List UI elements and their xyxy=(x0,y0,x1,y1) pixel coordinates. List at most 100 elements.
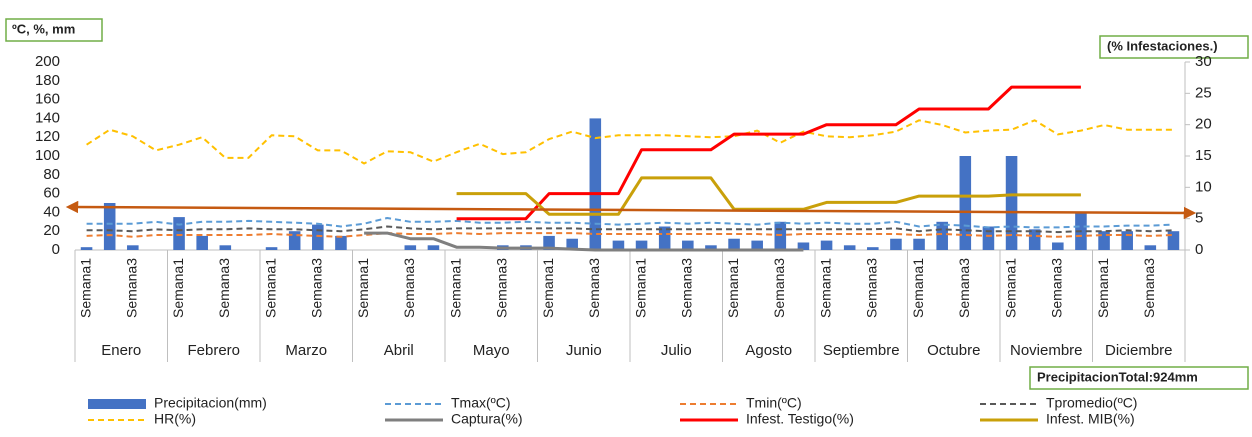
x-tick-label: Semana1 xyxy=(77,258,93,318)
line xyxy=(86,225,1174,234)
legend-label: Tpromedio(ºC) xyxy=(1046,395,1137,411)
group-label: Noviembre xyxy=(1010,342,1083,359)
legend-label: Infest. MIB(%) xyxy=(1046,411,1135,427)
bar xyxy=(936,221,948,250)
bar xyxy=(1052,242,1064,250)
x-tick-label: Semana1 xyxy=(725,258,741,318)
bar xyxy=(589,118,602,251)
group-label: Agosto xyxy=(745,342,792,359)
bar xyxy=(890,238,902,250)
bar xyxy=(173,217,185,250)
group-label: Julio xyxy=(661,342,692,359)
y-tick-label: 80 xyxy=(43,166,60,183)
line xyxy=(86,119,1174,165)
x-tick-label: Semana1 xyxy=(632,258,648,318)
bar xyxy=(635,240,648,250)
legend-label: Precipitacion(mm) xyxy=(154,395,267,411)
y2-tick-label: 25 xyxy=(1195,84,1212,101)
group-label: Abril xyxy=(384,342,414,359)
bar xyxy=(543,235,555,250)
bar xyxy=(265,247,278,250)
x-tick-label: Semana3 xyxy=(494,258,510,318)
x-tick-label: Semana1 xyxy=(540,258,556,318)
y-tick-label: 60 xyxy=(43,185,60,202)
group-label: Junio xyxy=(566,342,602,359)
bar xyxy=(80,247,93,250)
legend-label: Infest. Testigo(%) xyxy=(746,411,854,427)
bar xyxy=(1121,231,1133,250)
bar xyxy=(843,245,856,250)
x-tick-label: Semana1 xyxy=(1002,258,1018,318)
y-tick-label: 100 xyxy=(35,147,60,164)
bar xyxy=(196,235,208,250)
y-axis-label: ºC, %, mm xyxy=(12,21,75,36)
group-label: Diciembre xyxy=(1105,342,1173,359)
bar xyxy=(1144,245,1157,250)
y2-tick-label: 20 xyxy=(1195,116,1212,133)
x-tick-label: Semana3 xyxy=(586,258,602,318)
bar xyxy=(1167,231,1180,250)
bar xyxy=(1028,229,1041,250)
legend-swatch xyxy=(88,399,146,409)
bar xyxy=(103,203,116,250)
x-tick-label: Semana1 xyxy=(910,258,926,318)
bar xyxy=(705,245,717,250)
bar xyxy=(1098,231,1110,250)
x-tick-label: Semana3 xyxy=(864,258,880,318)
annotation: PrecipitacionTotal:924mm xyxy=(1037,369,1198,384)
y-tick-label: 20 xyxy=(43,222,60,239)
line xyxy=(364,231,804,252)
x-tick-label: Semana1 xyxy=(262,258,278,318)
legend-label: Captura(%) xyxy=(451,411,523,427)
y2-label-box xyxy=(1099,35,1249,59)
bar xyxy=(566,238,578,250)
y-tick-label: 140 xyxy=(35,109,60,126)
y2-tick-label: 10 xyxy=(1195,178,1212,195)
bar xyxy=(682,240,694,250)
annotation-box xyxy=(1029,366,1249,390)
legend: Precipitacion(mm) Tmax(ºC) Tmin(ºC) Tpromed… xyxy=(88,395,1137,427)
x-tick-label: Semana3 xyxy=(309,258,325,318)
x-tick-label: Semana3 xyxy=(124,258,140,318)
group-label: Marzo xyxy=(285,342,327,359)
bar xyxy=(728,238,740,250)
bar xyxy=(797,242,810,250)
x-tick-label: Semana3 xyxy=(679,258,695,318)
y-tick-label: 160 xyxy=(35,91,60,108)
y-tick-label: 0 xyxy=(52,241,60,258)
x-tick-label: Semana1 xyxy=(817,258,833,318)
y2-tick-label: 15 xyxy=(1195,147,1212,164)
group-label: Octubre xyxy=(927,342,980,359)
trend-arrow xyxy=(65,200,1197,220)
line xyxy=(456,85,1081,221)
bar xyxy=(127,245,139,250)
group-label: Septiembre xyxy=(823,342,900,359)
bar xyxy=(867,247,879,250)
x-tick-label: Semana1 xyxy=(170,258,186,318)
legend-label: Tmin(ºC) xyxy=(746,395,802,411)
bar xyxy=(404,245,417,250)
line xyxy=(86,232,1174,238)
x-tick-label: Semana1 xyxy=(447,258,463,318)
group-label: Mayo xyxy=(473,342,510,359)
x-tick-label: Semana3 xyxy=(1141,258,1157,318)
bar xyxy=(219,245,232,250)
bar xyxy=(288,231,301,250)
legend-label: HR(%) xyxy=(154,411,196,427)
y-label-box xyxy=(5,18,103,42)
bar xyxy=(913,238,925,250)
bar xyxy=(751,240,763,250)
group-label: Enero xyxy=(101,342,141,359)
x-tick-label: Semana3 xyxy=(956,258,972,318)
bar xyxy=(982,226,995,250)
group-label: Febrero xyxy=(187,342,240,359)
x-tick-label: Semana1 xyxy=(355,258,371,318)
y2-tick-label: 5 xyxy=(1195,210,1203,227)
x-tick-label: Semana3 xyxy=(771,258,787,318)
bar xyxy=(427,245,440,250)
x-tick-label: Semana3 xyxy=(216,258,232,318)
y-tick-label: 120 xyxy=(35,128,60,145)
y-tick-label: 180 xyxy=(35,72,60,89)
